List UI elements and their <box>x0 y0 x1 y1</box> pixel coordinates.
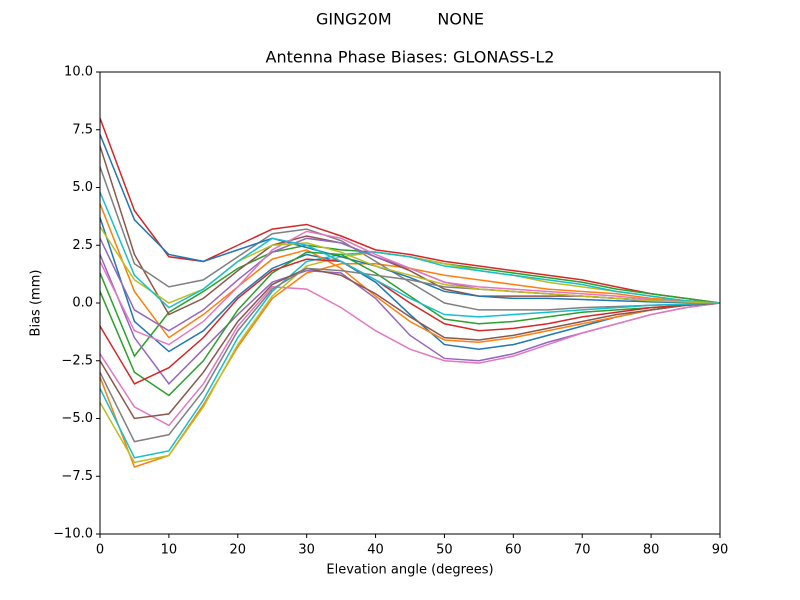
x-axis-label: Elevation angle (degrees) <box>326 563 493 578</box>
x-tick-label: 90 <box>712 543 729 558</box>
y-tick-label: −2.5 <box>61 353 93 368</box>
y-tick-label: 2.5 <box>72 238 93 253</box>
x-tick-label: 30 <box>298 543 315 558</box>
y-tick-label: −7.5 <box>61 469 93 484</box>
x-tick-label: 40 <box>367 543 384 558</box>
chart-title: Antenna Phase Biases: GLONASS-L2 <box>266 48 555 67</box>
x-tick-label: 10 <box>161 543 178 558</box>
series-line <box>99 286 721 427</box>
series-line <box>99 267 721 420</box>
series-line <box>99 258 721 385</box>
y-tick-label: 7.5 <box>72 122 93 137</box>
series-line <box>99 166 721 311</box>
y-tick-label: −10.0 <box>53 527 93 542</box>
y-tick-label: 10.0 <box>64 65 93 80</box>
y-tick-label: 0.0 <box>72 296 93 311</box>
x-tick-label: 60 <box>505 543 522 558</box>
x-tick-label: 0 <box>96 543 104 558</box>
y-axis-label: Bias (mm) <box>29 270 44 337</box>
x-tick-label: 70 <box>574 543 591 558</box>
y-tick-label: 5.0 <box>72 180 93 195</box>
x-tick-label: 80 <box>643 543 660 558</box>
x-tick-label: 50 <box>436 543 453 558</box>
y-tick-label: −5.0 <box>61 411 93 426</box>
suptitle: GING20M NONE <box>316 10 484 29</box>
x-tick-label: 20 <box>230 543 247 558</box>
series-line <box>99 191 721 318</box>
series-line <box>99 230 721 346</box>
series-line <box>99 203 721 344</box>
series-line <box>99 251 721 459</box>
series-line <box>99 134 721 304</box>
series-line <box>99 251 721 397</box>
